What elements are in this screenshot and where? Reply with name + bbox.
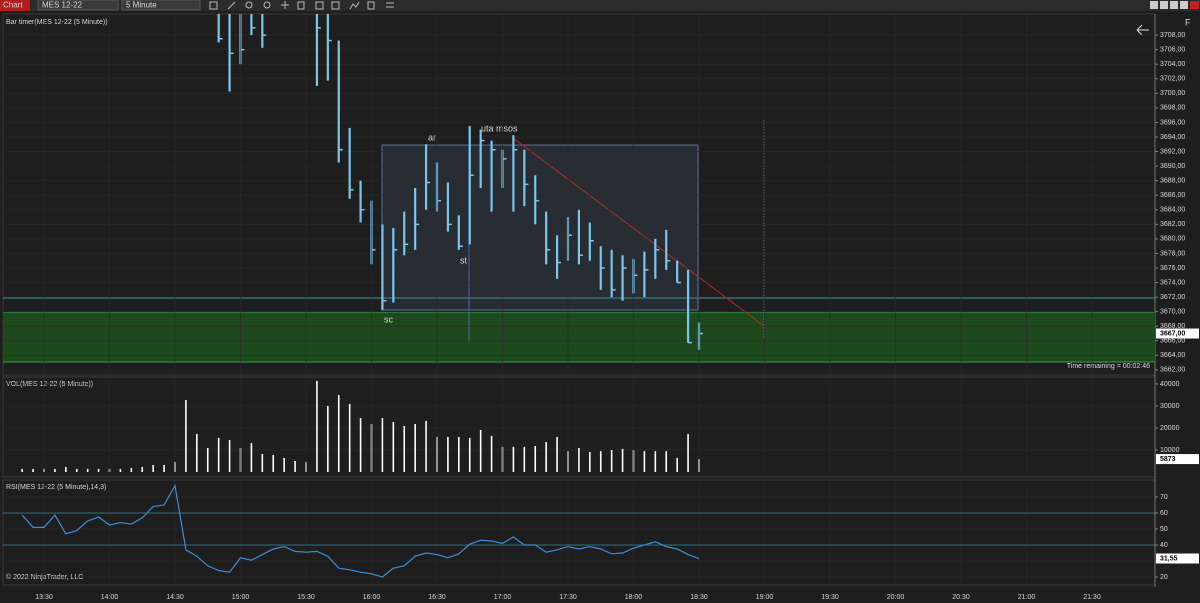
y-tick-label: 3670,00 bbox=[1160, 309, 1185, 316]
toolbar-icons[interactable] bbox=[209, 1, 394, 10]
y-tick-label: 30000 bbox=[1160, 403, 1180, 410]
instrument-select[interactable] bbox=[37, 0, 119, 11]
current-value-label: 3667,00 bbox=[1160, 330, 1185, 337]
y-tick-label: 70 bbox=[1160, 494, 1168, 501]
tab-title: Chart bbox=[3, 1, 23, 10]
y-tick-label: 3690,00 bbox=[1160, 163, 1185, 170]
y-tick-label: 3682,00 bbox=[1160, 221, 1185, 228]
y-tick-label: 20 bbox=[1160, 574, 1168, 581]
y-tick-label: 3680,00 bbox=[1160, 236, 1185, 243]
x-tick-label: 18:30 bbox=[690, 594, 708, 601]
annotation: st bbox=[460, 255, 468, 265]
toolbar bbox=[0, 0, 1200, 11]
y-tick-label: 3674,00 bbox=[1160, 279, 1185, 286]
y-tick-label: 40000 bbox=[1160, 381, 1180, 388]
x-tick-label: 14:00 bbox=[101, 594, 119, 601]
back-arrow[interactable] bbox=[1136, 24, 1149, 36]
y-tick-label: 3684,00 bbox=[1160, 207, 1185, 214]
x-tick-label: 14:30 bbox=[166, 594, 184, 601]
y-tick-label: 3662,00 bbox=[1160, 367, 1185, 374]
y-tick-label: 20000 bbox=[1160, 425, 1180, 432]
x-tick-label: 20:00 bbox=[887, 594, 905, 601]
y-tick-label: 3700,00 bbox=[1160, 90, 1185, 97]
y-tick-label: 3696,00 bbox=[1160, 119, 1185, 126]
annotation: ar bbox=[428, 132, 436, 142]
y-tick-label: 3676,00 bbox=[1160, 265, 1185, 272]
x-tick-label: 20:30 bbox=[952, 594, 970, 601]
current-value-box bbox=[1156, 454, 1199, 465]
y-tick-label: 3678,00 bbox=[1160, 250, 1185, 257]
x-tick-label: 17:00 bbox=[494, 594, 512, 601]
x-tick-label: 19:30 bbox=[821, 594, 839, 601]
current-value-box bbox=[1156, 328, 1199, 339]
current-value-box bbox=[1156, 553, 1199, 564]
interval-select[interactable] bbox=[121, 0, 201, 11]
window-buttons[interactable] bbox=[1150, 1, 1199, 9]
y-tick-label: 50 bbox=[1160, 526, 1168, 533]
y-tick-label: 40 bbox=[1160, 542, 1168, 549]
y-tick-label: 60 bbox=[1160, 510, 1168, 517]
interval: 5 Minute bbox=[126, 1, 157, 10]
chart-tab[interactable] bbox=[0, 0, 30, 11]
range-box bbox=[381, 144, 699, 311]
y-tick-label: 3688,00 bbox=[1160, 178, 1185, 185]
y-tick-label: 3664,00 bbox=[1160, 352, 1185, 359]
y-tick-label: 3704,00 bbox=[1160, 61, 1185, 68]
current-value-label: 5873 bbox=[1160, 456, 1176, 463]
annotation: sc bbox=[384, 314, 394, 324]
rsi-line bbox=[21, 484, 700, 578]
x-tick-label: 15:00 bbox=[232, 594, 250, 601]
x-tick-label: 18:00 bbox=[625, 594, 643, 601]
y-tick-label: 3698,00 bbox=[1160, 105, 1185, 112]
trend-line bbox=[512, 137, 765, 327]
x-tick-label: 16:00 bbox=[363, 594, 381, 601]
annotation: uta msos bbox=[481, 123, 518, 133]
y-tick-label: 3706,00 bbox=[1160, 47, 1185, 54]
panel-title: VOL(MES 12-22 (5 Minute)) bbox=[6, 381, 93, 388]
y-tick-label: 3692,00 bbox=[1160, 148, 1185, 155]
instrument: MES 12-22 bbox=[42, 1, 83, 10]
y-tick-label: 3694,00 bbox=[1160, 134, 1185, 141]
y-tick-label: 3672,00 bbox=[1160, 294, 1185, 301]
x-tick-label: 21:30 bbox=[1083, 594, 1101, 601]
timer: Time remaining = 00:02:46 bbox=[1067, 363, 1150, 370]
x-tick-label: 15:30 bbox=[297, 594, 315, 601]
y-tick-label: 3668,00 bbox=[1160, 323, 1185, 330]
y-tick-label: 3666,00 bbox=[1160, 338, 1185, 345]
x-tick-label: 19:00 bbox=[756, 594, 774, 601]
current-value-label: 31,55 bbox=[1160, 555, 1178, 562]
x-tick-label: 16:30 bbox=[428, 594, 446, 601]
y-tick-label: 3708,00 bbox=[1160, 32, 1185, 39]
y-tick-label: 3686,00 bbox=[1160, 192, 1185, 199]
demand-zone bbox=[3, 312, 1155, 362]
y-tick-label: 3702,00 bbox=[1160, 76, 1185, 83]
panel-title: Bar timer(MES 12-22 (5 Minute)) bbox=[6, 19, 108, 26]
corner-label: F bbox=[1185, 17, 1191, 27]
x-tick-label: 13:30 bbox=[35, 594, 53, 601]
x-tick-label: 17:30 bbox=[559, 594, 577, 601]
panel-title: RSI(MES 12-22 (5 Minute),14,3) bbox=[6, 484, 106, 491]
x-tick-label: 21:00 bbox=[1018, 594, 1036, 601]
y-tick-label: 10000 bbox=[1160, 447, 1180, 454]
